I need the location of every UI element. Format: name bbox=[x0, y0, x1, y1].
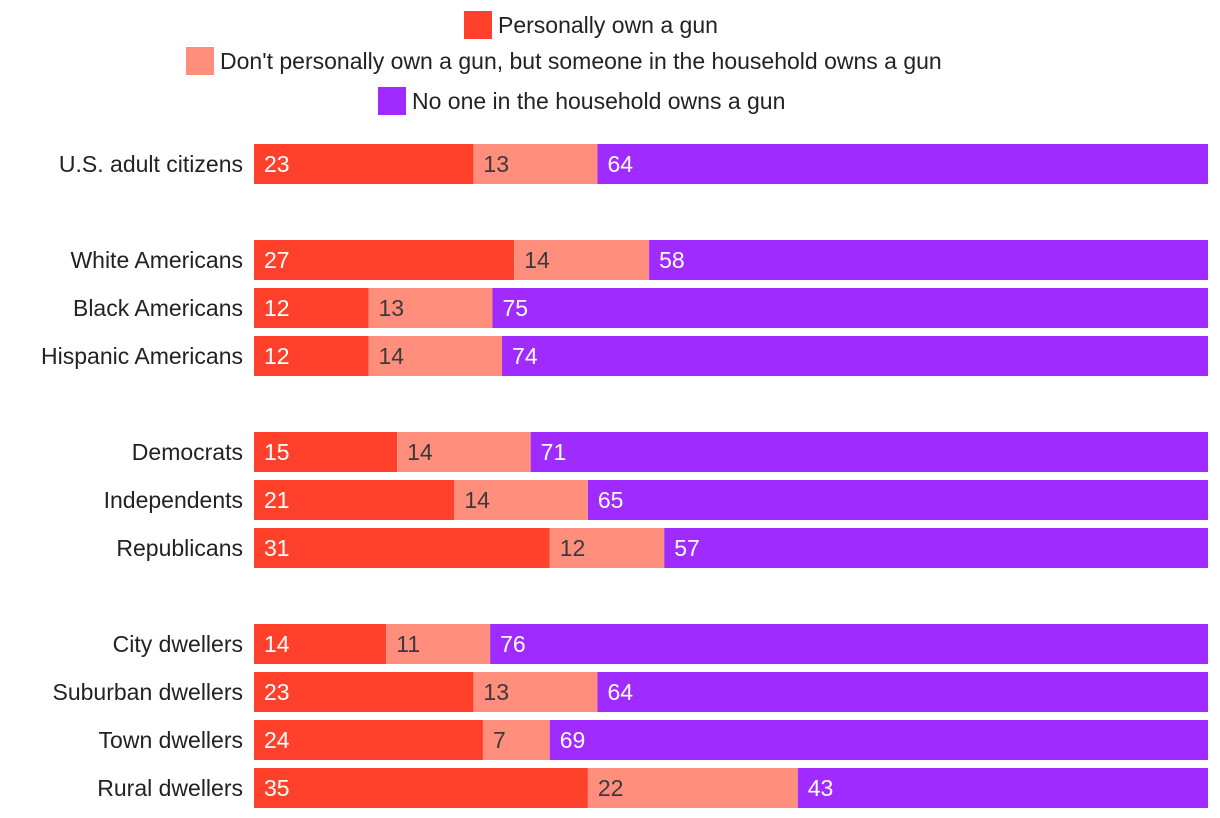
bar-segment-town-dwellers-s2 bbox=[549, 720, 1208, 760]
legend-swatch-no-gun bbox=[378, 87, 406, 115]
bar-segment-republicans-s1 bbox=[549, 528, 665, 568]
legend-swatch-household-owns bbox=[186, 47, 214, 75]
bar-segment-suburban-dwellers-s1 bbox=[473, 672, 598, 712]
data-label-independents-s0: 21 bbox=[264, 487, 290, 513]
data-label-black-americans-s0: 12 bbox=[264, 295, 290, 321]
data-label-hispanic-americans-s1: 14 bbox=[378, 343, 404, 369]
data-label-white-americans-s0: 27 bbox=[264, 247, 290, 273]
bar-segment-u-s-adult-citizens-s1 bbox=[473, 144, 598, 184]
bar-segment-white-americans-s1 bbox=[514, 240, 650, 280]
legend-item-personally-own: Personally own a gun bbox=[464, 11, 718, 39]
legend-swatch-personally-own bbox=[464, 11, 492, 39]
category-label-white-americans: White Americans bbox=[70, 247, 243, 273]
bar-segment-town-dwellers-s0 bbox=[254, 720, 483, 760]
bar-segment-black-americans-s2 bbox=[492, 288, 1208, 328]
bar-segment-u-s-adult-citizens-s0 bbox=[254, 144, 474, 184]
data-label-white-americans-s2: 58 bbox=[659, 247, 685, 273]
legend-item-household-owns: Don't personally own a gun, but someone … bbox=[186, 47, 942, 75]
data-label-hispanic-americans-s2: 74 bbox=[512, 343, 538, 369]
data-label-city-dwellers-s0: 14 bbox=[264, 631, 290, 657]
category-label-city-dwellers: City dwellers bbox=[113, 631, 243, 657]
bar-segment-town-dwellers-s1 bbox=[482, 720, 550, 760]
data-label-suburban-dwellers-s1: 13 bbox=[483, 679, 509, 705]
legend-label-household-owns: Don't personally own a gun, but someone … bbox=[220, 47, 942, 74]
data-label-city-dwellers-s1: 11 bbox=[396, 631, 420, 657]
bar-segment-white-americans-s0 bbox=[254, 240, 515, 280]
bar-segment-black-americans-s1 bbox=[368, 288, 493, 328]
data-label-independents-s2: 65 bbox=[598, 487, 624, 513]
data-label-town-dwellers-s0: 24 bbox=[264, 727, 290, 753]
data-label-black-americans-s2: 75 bbox=[503, 295, 529, 321]
data-label-u-s-adult-citizens-s0: 23 bbox=[264, 151, 290, 177]
category-label-u-s-adult-citizens: U.S. adult citizens bbox=[59, 151, 243, 177]
data-label-town-dwellers-s1: 7 bbox=[493, 727, 506, 753]
bar-segment-republicans-s2 bbox=[664, 528, 1208, 568]
bar-segment-democrats-s1 bbox=[397, 432, 531, 472]
data-label-city-dwellers-s2: 76 bbox=[500, 631, 526, 657]
legend-item-no-gun: No one in the household owns a gun bbox=[378, 87, 785, 115]
data-label-independents-s1: 14 bbox=[464, 487, 490, 513]
category-label-independents: Independents bbox=[104, 487, 243, 513]
data-label-rural-dwellers-s1: 22 bbox=[598, 775, 624, 801]
data-label-suburban-dwellers-s2: 64 bbox=[607, 679, 633, 705]
bar-segment-white-americans-s2 bbox=[649, 240, 1208, 280]
data-label-republicans-s2: 57 bbox=[674, 535, 700, 561]
category-label-democrats: Democrats bbox=[132, 439, 243, 465]
bar-segment-hispanic-americans-s1 bbox=[368, 336, 503, 376]
bar-segment-independents-s0 bbox=[254, 480, 455, 520]
category-label-republicans: Republicans bbox=[116, 535, 243, 561]
bar-segment-city-dwellers-s0 bbox=[254, 624, 387, 664]
data-label-suburban-dwellers-s0: 23 bbox=[264, 679, 290, 705]
category-label-hispanic-americans: Hispanic Americans bbox=[41, 343, 243, 369]
data-label-democrats-s1: 14 bbox=[407, 439, 433, 465]
bar-segment-democrats-s0 bbox=[254, 432, 398, 472]
bar-segment-rural-dwellers-s1 bbox=[587, 768, 798, 808]
data-label-democrats-s2: 71 bbox=[541, 439, 567, 465]
bar-segment-independents-s2 bbox=[587, 480, 1208, 520]
data-label-rural-dwellers-s2: 43 bbox=[808, 775, 834, 801]
data-label-u-s-adult-citizens-s1: 13 bbox=[483, 151, 509, 177]
bar-segment-democrats-s2 bbox=[530, 432, 1208, 472]
category-label-town-dwellers: Town dwellers bbox=[99, 727, 243, 753]
data-label-hispanic-americans-s0: 12 bbox=[264, 343, 290, 369]
legend-label-personally-own: Personally own a gun bbox=[498, 11, 718, 38]
data-label-town-dwellers-s2: 69 bbox=[560, 727, 586, 753]
bar-segment-suburban-dwellers-s2 bbox=[597, 672, 1208, 712]
bar-segment-independents-s1 bbox=[454, 480, 588, 520]
bar-segment-hispanic-americans-s0 bbox=[254, 336, 369, 376]
data-label-u-s-adult-citizens-s2: 64 bbox=[607, 151, 633, 177]
bar-segment-suburban-dwellers-s0 bbox=[254, 672, 474, 712]
data-label-rural-dwellers-s0: 35 bbox=[264, 775, 290, 801]
data-label-republicans-s1: 12 bbox=[560, 535, 586, 561]
data-label-black-americans-s1: 13 bbox=[378, 295, 404, 321]
category-label-suburban-dwellers: Suburban dwellers bbox=[52, 679, 243, 705]
bar-segment-rural-dwellers-s2 bbox=[797, 768, 1208, 808]
bar-segment-hispanic-americans-s2 bbox=[502, 336, 1208, 376]
bar-segment-rural-dwellers-s0 bbox=[254, 768, 588, 808]
bar-segment-city-dwellers-s2 bbox=[490, 624, 1208, 664]
data-label-white-americans-s1: 14 bbox=[524, 247, 550, 273]
data-label-democrats-s0: 15 bbox=[264, 439, 290, 465]
bar-segment-city-dwellers-s1 bbox=[386, 624, 491, 664]
category-label-rural-dwellers: Rural dwellers bbox=[97, 775, 243, 801]
bar-segment-u-s-adult-citizens-s2 bbox=[597, 144, 1208, 184]
bar-segment-black-americans-s0 bbox=[254, 288, 369, 328]
data-label-republicans-s0: 31 bbox=[264, 535, 290, 561]
legend-label-no-gun: No one in the household owns a gun bbox=[412, 87, 786, 114]
category-label-black-americans: Black Americans bbox=[73, 295, 243, 321]
bar-segment-republicans-s0 bbox=[254, 528, 550, 568]
